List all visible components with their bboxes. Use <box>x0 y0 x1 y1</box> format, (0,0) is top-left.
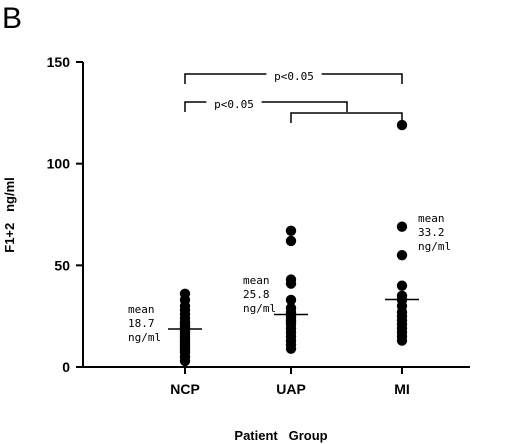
data-point <box>396 335 408 346</box>
panel-letter: B <box>2 2 22 35</box>
y-axis-title: F1+2 ng/ml <box>2 177 17 253</box>
data-point <box>285 225 297 236</box>
mean-annotation: mean 18.7 ng/ml <box>128 303 161 344</box>
mean-annotations: mean 18.7 ng/ml mean 25.8 ng/ml mean 33.2 ng/ml <box>128 212 451 344</box>
y-tick-label: 50 <box>54 257 70 273</box>
mean-annotation: mean 33.2 ng/ml <box>418 212 451 253</box>
significance-brackets: p<0.05 p<0.05 <box>184 70 403 123</box>
data-points <box>179 119 408 367</box>
data-point <box>285 278 297 289</box>
mean-lines <box>168 298 419 330</box>
x-category-label: NCP <box>170 381 200 397</box>
x-category-label: MI <box>394 381 410 397</box>
data-point <box>396 119 408 131</box>
data-point <box>396 280 408 291</box>
data-point <box>285 235 297 247</box>
data-point <box>396 249 408 261</box>
x-ticks: NCP UAP MI <box>170 367 410 397</box>
comparison-bracket <box>321 73 403 84</box>
p-value-label: p<0.05 <box>214 98 254 111</box>
y-ticks: 0 50 100 150 <box>47 54 83 375</box>
data-point <box>285 294 297 306</box>
p-value-label: p<0.05 <box>274 70 314 83</box>
data-point <box>285 343 297 354</box>
y-tick-label: 150 <box>47 54 71 70</box>
data-point <box>396 221 408 232</box>
comparison-bracket <box>290 112 403 123</box>
x-axis-title: Patient Group <box>234 428 327 443</box>
y-tick-label: 0 <box>62 359 70 375</box>
y-tick-label: 100 <box>47 156 71 172</box>
comparison-bracket <box>184 101 207 112</box>
comparison-bracket <box>261 101 348 112</box>
data-point <box>179 355 191 367</box>
x-category-label: UAP <box>276 381 306 397</box>
mean-annotation: mean 25.8 ng/ml <box>243 274 276 315</box>
comparison-bracket <box>184 73 267 84</box>
